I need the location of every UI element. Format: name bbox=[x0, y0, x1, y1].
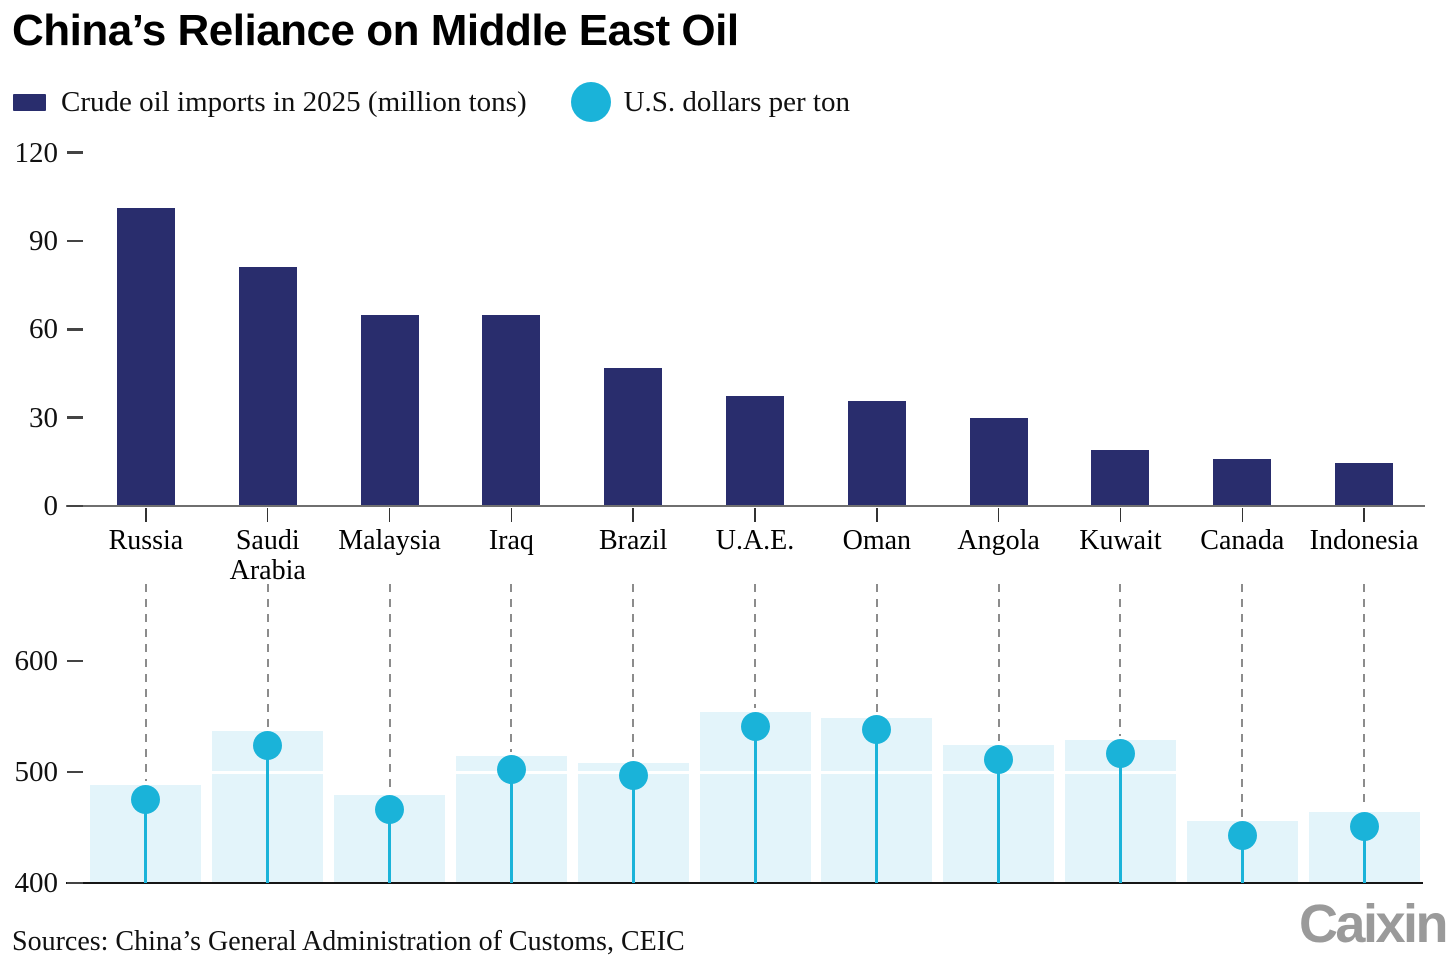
price-stem bbox=[753, 726, 757, 883]
country-label: Brazil bbox=[598, 525, 668, 556]
ytick-label-price: 500 bbox=[14, 756, 59, 788]
country-label: Kuwait bbox=[1079, 525, 1162, 556]
price-dot bbox=[375, 795, 405, 825]
dashed-connector bbox=[144, 584, 147, 782]
ytick-dash-imports bbox=[67, 239, 83, 243]
legend-imports-label: Crude oil imports in 2025 (million tons) bbox=[61, 85, 527, 118]
price-stem bbox=[875, 729, 879, 883]
price-dot bbox=[253, 730, 283, 760]
caixin-logo: Caixin bbox=[1298, 894, 1449, 954]
dashed-connector bbox=[875, 584, 878, 714]
price-dot bbox=[618, 760, 648, 790]
ytick-label-imports: 30 bbox=[29, 401, 58, 434]
ytick-label-imports: 90 bbox=[29, 224, 58, 257]
column-tick bbox=[266, 508, 269, 522]
imports-swatch-icon bbox=[13, 93, 46, 111]
import-bar bbox=[604, 367, 663, 506]
ytick-label-imports: 120 bbox=[14, 136, 59, 169]
legend-item-price: U.S. dollars per ton bbox=[570, 82, 850, 122]
ytick-label-price: 400 bbox=[14, 867, 59, 899]
sources-note: Sources: China’s General Administration … bbox=[12, 926, 685, 957]
price-dot bbox=[1349, 811, 1379, 841]
ytick-label-imports: 0 bbox=[43, 490, 59, 522]
import-bar bbox=[238, 267, 297, 506]
import-bar bbox=[1335, 463, 1394, 506]
ytick-label-imports: 60 bbox=[29, 313, 58, 346]
price-stem bbox=[509, 769, 513, 883]
dashed-connector bbox=[1241, 584, 1244, 817]
ytick-dash-price bbox=[67, 770, 83, 774]
price-stem bbox=[266, 745, 270, 883]
country-label: U.A.E. bbox=[715, 525, 795, 556]
price-dot bbox=[984, 745, 1014, 775]
price-dot bbox=[496, 755, 526, 785]
top-axis-line bbox=[66, 504, 1425, 507]
column-tick bbox=[997, 508, 1000, 522]
chart-title: China’s Reliance on Middle East Oil bbox=[12, 6, 739, 55]
legend-item-imports: Crude oil imports in 2025 (million tons) bbox=[13, 86, 527, 119]
dashed-connector bbox=[997, 584, 1000, 742]
price-dot bbox=[131, 785, 161, 815]
dashed-connector bbox=[510, 584, 513, 753]
price-stem bbox=[1362, 826, 1366, 883]
country-label: Malaysia bbox=[338, 525, 441, 556]
price-dot bbox=[1227, 820, 1257, 850]
price-stem bbox=[388, 809, 392, 883]
price-dot bbox=[740, 711, 770, 741]
import-bar bbox=[360, 314, 419, 506]
legend: Crude oil imports in 2025 (million tons)… bbox=[13, 82, 850, 122]
country-label: Iraq bbox=[488, 525, 534, 556]
legend-price-label: U.S. dollars per ton bbox=[623, 85, 850, 118]
column-tick bbox=[510, 508, 513, 522]
column-tick bbox=[1119, 508, 1122, 522]
column-tick bbox=[1241, 508, 1244, 522]
country-label: Canada bbox=[1200, 525, 1285, 556]
import-bar bbox=[116, 208, 175, 506]
dashed-connector bbox=[754, 584, 756, 709]
import-bar bbox=[847, 401, 906, 506]
price-dot bbox=[1105, 738, 1135, 768]
ytick-dash-imports bbox=[67, 151, 83, 154]
dashed-connector bbox=[632, 584, 635, 760]
price-stem bbox=[144, 799, 148, 883]
price-dot bbox=[862, 715, 892, 745]
dashed-connector bbox=[266, 584, 269, 727]
dashed-connector bbox=[1363, 584, 1366, 808]
country-label: Indonesia bbox=[1309, 525, 1419, 556]
price-stem bbox=[1240, 835, 1244, 883]
ytick-dash-imports bbox=[67, 328, 83, 331]
import-bar bbox=[1213, 458, 1272, 506]
import-bar bbox=[726, 395, 784, 506]
column-tick bbox=[388, 508, 391, 522]
column-tick bbox=[876, 508, 878, 522]
ytick-label-price: 600 bbox=[14, 645, 59, 677]
ytick-dash-price bbox=[67, 659, 83, 663]
column-tick bbox=[632, 508, 634, 522]
column-tick bbox=[754, 508, 756, 522]
ytick-dash-imports bbox=[67, 504, 83, 508]
country-label: Oman bbox=[842, 525, 912, 556]
price-stem bbox=[1118, 753, 1122, 883]
price-swatch-icon bbox=[570, 82, 611, 122]
country-label: Saudi Arabia bbox=[229, 525, 306, 586]
import-bar bbox=[969, 417, 1028, 506]
column-tick bbox=[1363, 508, 1365, 522]
dashed-connector bbox=[388, 584, 391, 792]
dashed-connector bbox=[1119, 584, 1122, 736]
price-stem bbox=[631, 775, 635, 883]
import-bar bbox=[482, 314, 541, 506]
country-label: Angola bbox=[957, 525, 1040, 556]
import-bar bbox=[1091, 450, 1150, 506]
bottom-axis-line bbox=[66, 881, 1423, 884]
price-stem bbox=[997, 759, 1001, 883]
country-label: Russia bbox=[108, 525, 184, 556]
ytick-dash-price bbox=[67, 881, 83, 885]
ytick-dash-imports bbox=[67, 416, 83, 419]
column-tick bbox=[145, 508, 147, 522]
